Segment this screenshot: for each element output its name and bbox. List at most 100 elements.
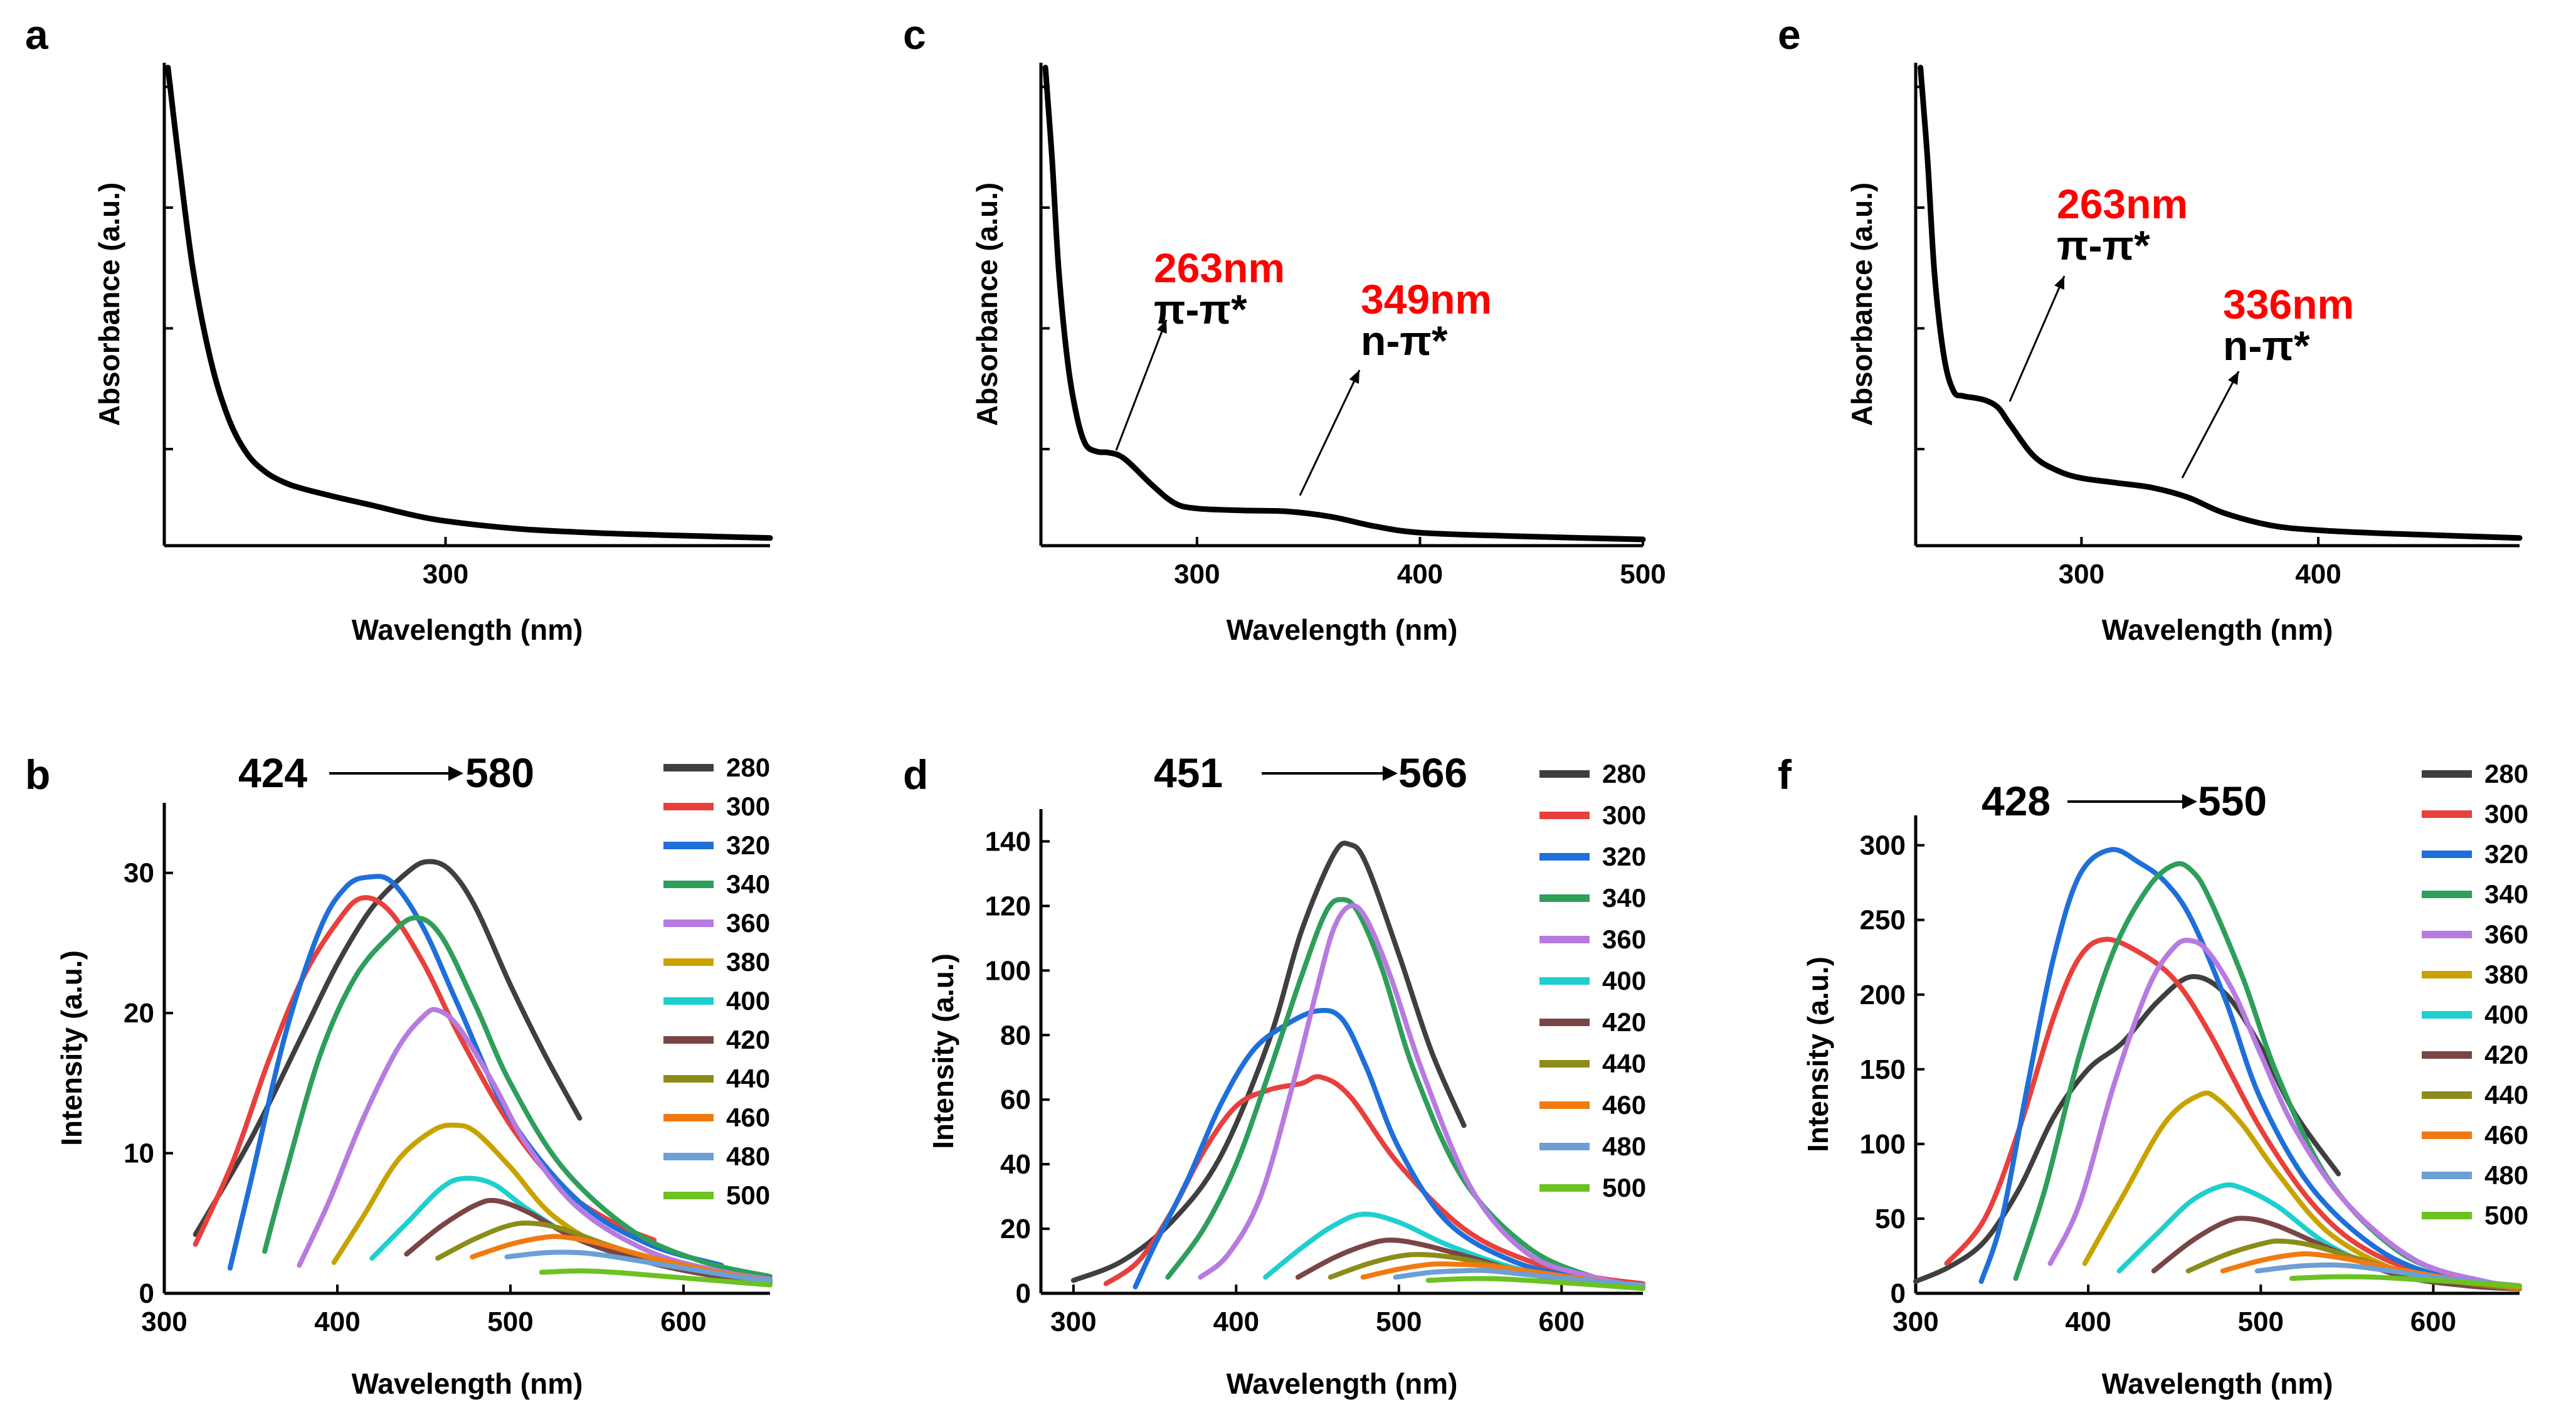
legend-label: 480 bbox=[2484, 1160, 2528, 1190]
y-tick-label: 140 bbox=[985, 826, 1031, 857]
x-tick-label: 500 bbox=[1620, 559, 1665, 590]
legend-label: 280 bbox=[2484, 759, 2528, 788]
legend-label: 480 bbox=[726, 1142, 770, 1171]
y-tick-label: 100 bbox=[1860, 1129, 1906, 1160]
series-line-360 bbox=[297, 1007, 773, 1282]
annotation-arrow-head bbox=[1349, 370, 1359, 384]
x-tick-label: 300 bbox=[423, 559, 468, 590]
legend-label: 360 bbox=[2484, 919, 2528, 949]
x-tick-label: 600 bbox=[660, 1306, 706, 1337]
y-tick-label: 10 bbox=[124, 1138, 154, 1169]
annotation-arrow-head bbox=[2054, 276, 2064, 290]
panel-letter: e bbox=[1778, 11, 1801, 58]
x-tick-label: 400 bbox=[2295, 559, 2341, 590]
peak-wavelength-label: 263nm bbox=[1154, 245, 1285, 291]
series-line-480 bbox=[504, 1249, 773, 1283]
legend-label: 320 bbox=[2484, 839, 2528, 869]
legend-label: 500 bbox=[726, 1180, 770, 1210]
y-tick-label: 0 bbox=[1891, 1278, 1906, 1309]
y-tick-label: 100 bbox=[985, 955, 1031, 986]
panel-d: d 300 400 500 600 0 20 40 60 80 100 120 140 Wavelengt… bbox=[903, 750, 1646, 1400]
panel-f: f 300 400 500 600 0 50 100 150 200 250 300 Wavelengt… bbox=[1778, 751, 2528, 1400]
legend-label: 500 bbox=[2484, 1200, 2528, 1230]
x-tick-label: 600 bbox=[2410, 1306, 2456, 1337]
series-line-320 bbox=[1132, 1007, 1645, 1290]
panel-c: c 300 400 500 Wavelength (nm) Absorbance (a.u… bbox=[903, 11, 1666, 646]
transition-label: π-π* bbox=[2057, 222, 2150, 268]
series-line-420 bbox=[2151, 1216, 2522, 1291]
shift-arrow-head bbox=[448, 766, 463, 781]
series-line-absorbance bbox=[1918, 65, 2523, 541]
y-tick-label: 20 bbox=[124, 998, 154, 1029]
x-tick-label: 300 bbox=[1050, 1306, 1096, 1337]
legend-label: 280 bbox=[726, 753, 770, 782]
series-line-absorbance bbox=[165, 65, 773, 541]
transition-label: n-π* bbox=[2223, 322, 2310, 369]
legend-label: 420 bbox=[1602, 1007, 1646, 1037]
peak-wavelength-label: 336nm bbox=[2223, 281, 2354, 327]
annotation-arrow-head bbox=[1156, 320, 1167, 334]
y-tick-label: 80 bbox=[1000, 1020, 1031, 1051]
y-tick-label: 60 bbox=[1000, 1084, 1031, 1115]
series-line-360 bbox=[1198, 903, 1645, 1290]
series-line-absorbance bbox=[1042, 65, 1646, 543]
legend-label: 420 bbox=[726, 1025, 770, 1054]
legend-label: 300 bbox=[1602, 800, 1646, 830]
annotation-arrow-line bbox=[1299, 369, 1361, 496]
shift-arrow-head bbox=[2182, 794, 2197, 809]
series-line-340 bbox=[262, 915, 773, 1280]
annotation-arrow-line bbox=[2009, 275, 2066, 402]
legend-label: 440 bbox=[2484, 1080, 2528, 1110]
y-tick-label: 20 bbox=[1000, 1214, 1031, 1244]
shift-to-label: 566 bbox=[1398, 750, 1467, 796]
transition-label: n-π* bbox=[1361, 317, 1448, 364]
x-axis-title: Wavelength (nm) bbox=[2102, 613, 2333, 646]
series-line-320 bbox=[227, 874, 724, 1271]
panel-letter: d bbox=[903, 751, 928, 798]
series-line-360 bbox=[2047, 938, 2522, 1289]
x-tick-label: 500 bbox=[2238, 1306, 2284, 1337]
x-axis-title: Wavelength (nm) bbox=[352, 1367, 583, 1400]
panel-e: e 300 400 Wavelength (nm) Absorbance (a.u.) 2… bbox=[1778, 11, 2523, 646]
x-axis-title: Wavelength (nm) bbox=[2102, 1367, 2333, 1400]
peak-wavelength-label: 349nm bbox=[1361, 276, 1492, 322]
shift-from-label: 428 bbox=[1982, 778, 2051, 824]
y-tick-label: 0 bbox=[139, 1278, 154, 1309]
peak-wavelength-label: 263nm bbox=[2057, 181, 2188, 227]
legend-label: 460 bbox=[2484, 1120, 2528, 1150]
series-line-500 bbox=[2289, 1274, 2522, 1289]
annotation-arrow-head bbox=[2227, 371, 2239, 385]
y-axis-title: Intensity (a.u.) bbox=[927, 953, 959, 1149]
legend-label: 380 bbox=[2484, 960, 2528, 989]
panel-a: a 300 Wavelength (nm) Absorbance (a.u.) bbox=[25, 11, 773, 646]
legend-label: 320 bbox=[726, 830, 770, 860]
y-tick-label: 250 bbox=[1860, 905, 1906, 936]
annotation-arrow-line bbox=[2181, 371, 2240, 479]
series-line-280 bbox=[1070, 840, 1467, 1283]
y-tick-label: 300 bbox=[1860, 830, 1906, 861]
series-line-480 bbox=[1393, 1268, 1645, 1288]
x-tick-label: 400 bbox=[1397, 559, 1443, 590]
series-line-500 bbox=[1425, 1276, 1645, 1291]
legend-label: 360 bbox=[1602, 925, 1646, 954]
legend-label: 400 bbox=[726, 986, 770, 1015]
shift-from-label: 451 bbox=[1154, 750, 1223, 796]
shift-from-label: 424 bbox=[238, 750, 307, 796]
x-axis-title: Wavelength (nm) bbox=[1227, 1367, 1458, 1400]
legend-label: 460 bbox=[1602, 1090, 1646, 1120]
panel-letter: b bbox=[25, 751, 50, 798]
series-line-280 bbox=[1913, 974, 2341, 1284]
legend-label: 400 bbox=[2484, 1000, 2528, 1029]
panel-b: b 300 400 500 600 0 10 20 30 Wavelength (nm) Inten… bbox=[25, 750, 773, 1400]
legend-label: 440 bbox=[726, 1064, 770, 1093]
legend-label: 460 bbox=[726, 1103, 770, 1132]
series-line-320 bbox=[1978, 847, 2522, 1290]
panel-letter: a bbox=[25, 11, 49, 58]
x-tick-label: 500 bbox=[1376, 1306, 1422, 1337]
series-line-500 bbox=[539, 1268, 773, 1288]
panel-letter: c bbox=[903, 11, 926, 58]
y-tick-label: 200 bbox=[1860, 980, 1906, 1010]
y-tick-label: 30 bbox=[124, 858, 154, 889]
legend-label: 400 bbox=[1602, 966, 1646, 995]
